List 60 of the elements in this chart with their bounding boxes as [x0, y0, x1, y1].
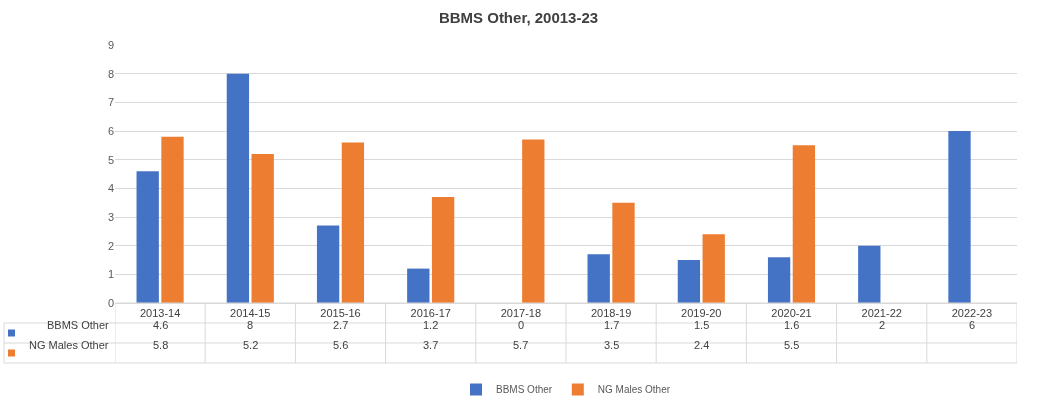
data-label: 2.7 [333, 319, 349, 331]
bar [226, 73, 250, 303]
bar [431, 196, 455, 303]
data-label: 1.5 [694, 319, 710, 331]
bar [767, 257, 791, 303]
bar [522, 139, 545, 303]
y-tick-label: 6 [107, 124, 114, 137]
x-tick-label: 2021-22 [861, 307, 902, 320]
y-tick-label: 1 [107, 268, 114, 281]
bar [251, 153, 274, 303]
y-tick-label: 3 [107, 210, 114, 223]
bar [858, 245, 881, 303]
x-tick-label: 2018-19 [590, 307, 632, 320]
bar [948, 131, 971, 303]
y-tick-label: 5 [107, 153, 114, 166]
data-label: 3.5 [604, 339, 620, 351]
data-label: 5.8 [153, 339, 169, 351]
data-label: 1.6 [784, 319, 800, 331]
y-tick-label: 7 [107, 96, 114, 109]
data-label: 1.2 [423, 319, 439, 331]
data-label: 1.7 [604, 319, 620, 331]
bar [702, 234, 725, 303]
text: BBMS Other [47, 319, 109, 331]
y-tick-label: 9 [107, 38, 114, 51]
chart-title: BBMS Other, 20013-23 [438, 9, 599, 27]
data-label: 8 [247, 319, 254, 331]
x-tick-label: 2013-14 [139, 307, 181, 320]
x-tick-label: 2014-15 [230, 307, 271, 320]
x-tick-label: 2017-18 [500, 307, 542, 320]
data-label: 5.5 [784, 339, 800, 351]
data-label: 3.7 [423, 339, 439, 351]
bar [407, 268, 430, 303]
bar [316, 225, 340, 303]
data-label: 5.6 [333, 339, 349, 351]
legend-label: NG Males Other [597, 384, 671, 396]
x-tick-label: 2019-20 [681, 307, 722, 320]
x-tick-label: 2022-23 [951, 307, 993, 320]
bar [161, 136, 184, 303]
y-tick-label: 4 [107, 182, 114, 195]
data-label: 0 [518, 319, 525, 331]
bar [136, 171, 159, 303]
x-tick-label: 2015-16 [320, 307, 361, 320]
y-tick-label: 0 [107, 296, 114, 309]
data-label: 5.7 [513, 339, 529, 351]
bar [612, 202, 635, 303]
x-tick-label: 2016-17 [410, 307, 451, 320]
y-tick-label: 2 [107, 239, 114, 252]
data-label: 6 [969, 319, 976, 331]
data-label: 2.4 [694, 339, 710, 351]
data-label: 2 [879, 319, 886, 331]
data-label: 4.6 [153, 319, 169, 331]
text: NG Males Other [29, 339, 109, 351]
y-tick-label: 8 [107, 67, 114, 80]
bar [792, 145, 816, 303]
data-label: 5.2 [243, 339, 259, 351]
legend-label: BBMS Other [496, 384, 553, 396]
bar [677, 260, 701, 303]
bar [341, 142, 365, 303]
x-tick-label: 2020-21 [771, 307, 812, 320]
bar [587, 254, 610, 303]
